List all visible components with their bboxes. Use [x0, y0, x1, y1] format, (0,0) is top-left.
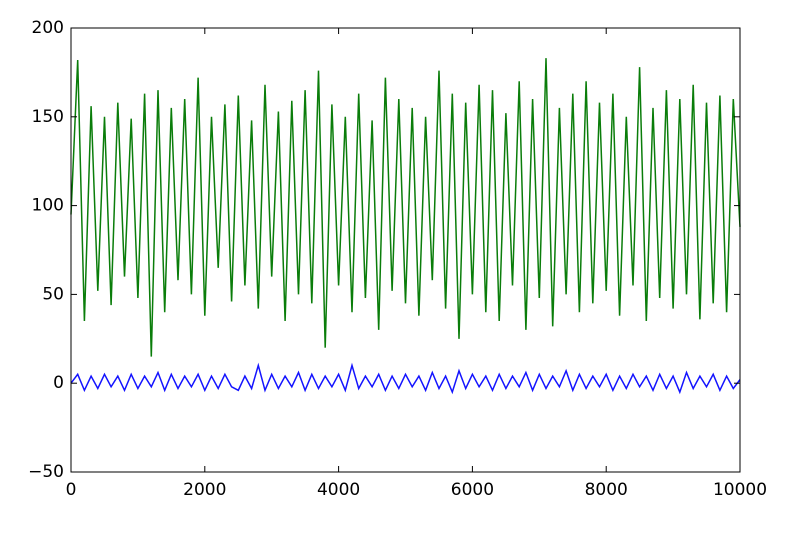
- x-tick-label: 8000: [585, 480, 628, 500]
- y-tick-label: −50: [28, 462, 64, 482]
- y-tick-label: 100: [32, 196, 64, 216]
- data-line: [70, 362, 741, 395]
- x-tick-label: 0: [66, 480, 77, 500]
- y-tick-label: 150: [32, 107, 64, 127]
- x-tick-label: 2000: [183, 480, 226, 500]
- x-tick-label: 6000: [451, 480, 494, 500]
- y-tick-label: 200: [32, 18, 64, 38]
- plot-frame: [70, 27, 741, 473]
- x-tick-label: 4000: [317, 480, 360, 500]
- data-line: [70, 58, 741, 357]
- y-tick-label: 50: [42, 284, 64, 304]
- y-tick-label: 0: [53, 373, 64, 393]
- x-tick-label: 10000: [713, 480, 767, 500]
